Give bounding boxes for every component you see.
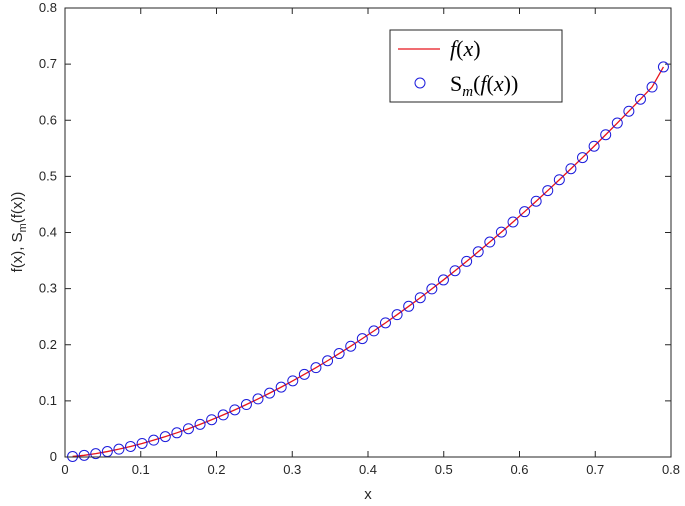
series-marker-smfx [634,93,646,105]
x-tick-label: 0.8 [662,462,680,477]
series-marker-smfx [426,283,438,295]
series-marker-smfx [148,434,160,446]
series-marker-smfx [472,246,484,258]
y-tick-label: 0.5 [39,168,57,183]
series-marker-smfx [310,362,322,374]
legend-label-smfx: Sm(f(x)) [450,71,518,100]
series-marker-smfx [553,174,565,186]
x-tick-label: 0.6 [510,462,528,477]
y-tick-label: 0.6 [39,112,57,127]
series-marker-smfx [125,440,137,452]
x-tick-label: 0.2 [207,462,225,477]
series-marker-smfx [182,423,194,435]
ticks-layer: 0 0.1 0.2 0.3 0.4 0.5 0.6 0.7 0.8 0 0.1 0.2 0.3 0.4 0.… [39,0,680,477]
y-axis-label: f(x), Sm(f(x)) [9,192,29,273]
series-marker-smfx [495,226,507,238]
series-marker-smfx [67,450,79,462]
legend-box [389,29,563,103]
series-marker-smfx [90,448,102,460]
series-marker-smfx [159,431,171,443]
plot-frame [64,7,672,458]
x-tick-label: 0.5 [435,462,453,477]
series-line-fx [72,66,664,458]
legend-label-fx: f(x) [450,36,481,61]
series-marker-smfx [380,317,391,329]
series-marker-smfx [623,105,635,117]
series-marker-smfx [264,387,276,399]
series-marker-smfx [287,375,299,387]
y-tick-label: 0.2 [39,337,57,352]
y-tick-label: 0.7 [39,56,57,71]
series-marker-smfx [322,355,334,367]
y-tick-label: 0.4 [39,225,57,240]
series-marker-smfx [298,368,310,380]
series-marker-smfx [229,404,241,416]
series-marker-smfx [136,437,148,449]
series-marker-smfx [449,265,461,277]
series-marker-smfx [657,61,669,73]
series-marker-smfx [484,236,496,248]
y-tick-label: 0.3 [39,281,57,296]
series-marker-smfx [507,216,519,228]
series-marker-smfx [217,409,229,421]
plot-background [65,8,671,457]
series-marker-smfx [333,348,345,360]
y-tick-label: 0.1 [39,393,57,408]
x-tick-label: 0.7 [586,462,604,477]
legend-marker-swatch [414,77,426,89]
series-marker-smfx [437,274,449,286]
series-marker-smfx [588,140,600,152]
y-axis-label-subscript: m [17,223,29,232]
legend: f(x) Sm(f(x)) [389,29,563,103]
series-marker-smfx [356,333,368,345]
series-marker-smfx [414,292,426,304]
x-tick-label: 0.1 [132,462,150,477]
series-marker-smfx [240,399,252,411]
y-tick-label: 0 [50,449,57,464]
series-marker-smfx [646,81,658,93]
series-marker-smfx [171,427,183,439]
series-marker-smfx [206,414,218,426]
series-marker-smfx [461,255,473,267]
x-tick-label: 0.4 [359,462,377,477]
series-marker-smfx [542,185,554,197]
series-marker-smfx [530,195,542,207]
y-tick-label: 0.8 [39,0,57,15]
series-marker-smfx [78,449,90,461]
series-line-layer [72,66,664,458]
x-tick-label: 0 [61,462,68,477]
series-marker-smfx [275,381,287,393]
series-marker-smfx [252,393,264,405]
x-axis-label: x [364,486,372,503]
series-marker-smfx [368,325,380,337]
series-marker-smfx [565,163,577,175]
series-marker-smfx [519,206,531,218]
series-marker-layer [67,61,669,462]
series-marker-smfx [391,309,403,321]
series-marker-smfx [403,300,415,312]
x-tick-label: 0.3 [283,462,301,477]
series-marker-smfx [600,129,612,141]
series-marker-smfx [577,152,589,164]
series-marker-smfx [113,443,125,455]
series-marker-smfx [345,340,357,352]
series-marker-smfx [611,117,623,129]
series-marker-smfx [194,418,206,430]
